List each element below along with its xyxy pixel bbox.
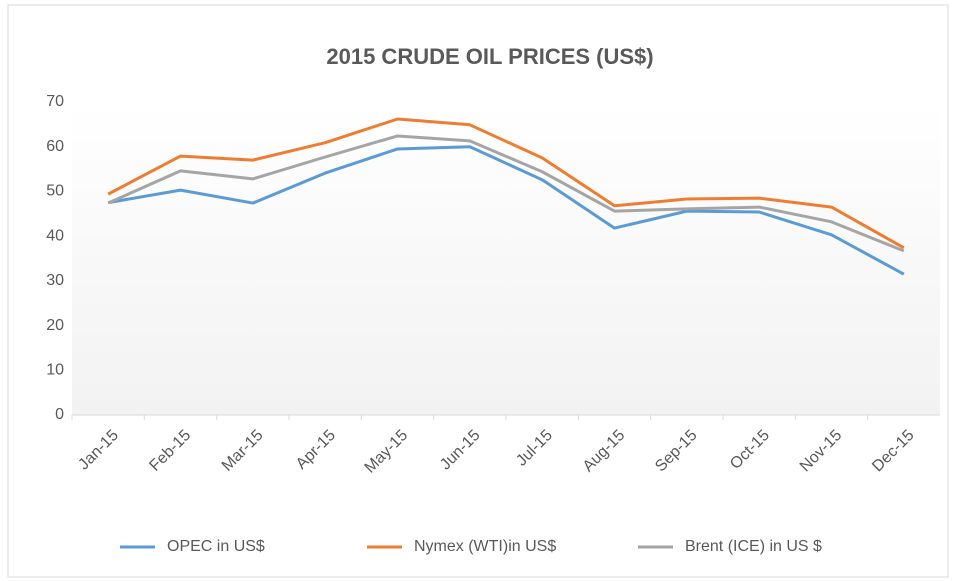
y-tick-label: 50 [46, 183, 64, 200]
legend-label: Brent (ICE) in US $ [685, 538, 822, 555]
chart-title: 2015 CRUDE OIL PRICES (US$) [326, 44, 653, 69]
plot-area [72, 102, 940, 415]
legend-label: Nymex (WTI)in US$ [414, 538, 556, 555]
y-tick-label: 40 [46, 227, 64, 244]
y-tick-label: 30 [46, 272, 64, 289]
y-tick-label: 60 [46, 138, 64, 155]
legend-label: OPEC in US$ [167, 538, 265, 555]
series-line [107, 134, 905, 253]
y-tick-label: 10 [46, 362, 64, 379]
y-tick-label: 20 [46, 317, 64, 334]
y-tick-label: 70 [46, 93, 64, 110]
y-tick-label: 0 [55, 406, 64, 423]
series-line [107, 145, 905, 276]
series-line [107, 117, 905, 250]
